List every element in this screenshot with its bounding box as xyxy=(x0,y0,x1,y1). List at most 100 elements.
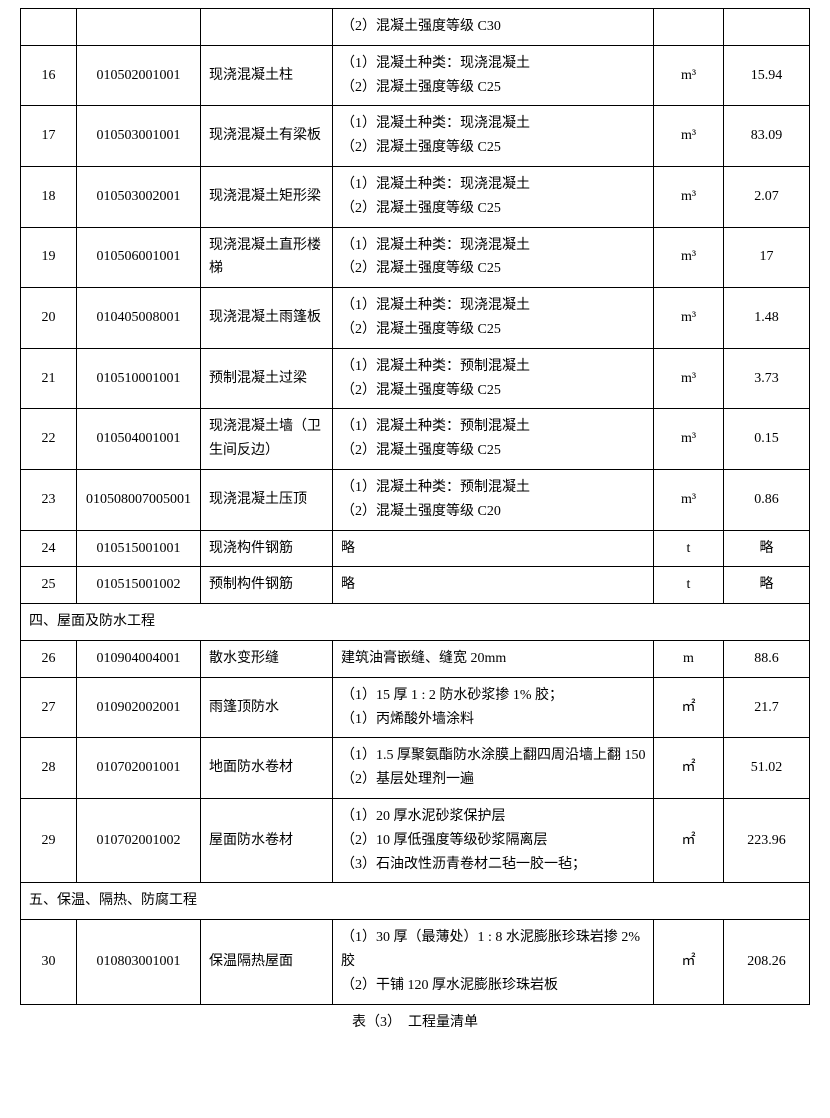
desc-cell: 建筑油膏嵌缝、缝宽 20mm xyxy=(333,640,654,677)
seq-cell: 28 xyxy=(21,738,77,799)
bill-of-quantities-table: （2）混凝土强度等级 C3016010502001001现浇混凝土柱（1）混凝土… xyxy=(20,8,810,1005)
seq-cell: 26 xyxy=(21,640,77,677)
table-row: 29010702001002屋面防水卷材（1）20 厚水泥砂浆保护层（2）10 … xyxy=(21,798,810,882)
code-cell: 010508007005001 xyxy=(77,469,201,530)
name-cell: 保温隔热屋面 xyxy=(201,920,333,1004)
name-cell: 现浇混凝土有梁板 xyxy=(201,106,333,167)
desc-cell: （1）混凝土种类：现浇混凝土（2）混凝土强度等级 C25 xyxy=(333,227,654,288)
name-cell: 现浇混凝土直形楼梯 xyxy=(201,227,333,288)
seq-cell: 18 xyxy=(21,166,77,227)
table-row: 20010405008001现浇混凝土雨篷板（1）混凝土种类：现浇混凝土（2）混… xyxy=(21,288,810,349)
code-cell: 010702001001 xyxy=(77,738,201,799)
seq-cell: 25 xyxy=(21,567,77,604)
seq-cell: 29 xyxy=(21,798,77,882)
unit-cell: ㎡ xyxy=(654,920,724,1004)
seq-cell: 22 xyxy=(21,409,77,470)
name-cell xyxy=(201,9,333,46)
table-row: 四、屋面及防水工程 xyxy=(21,604,810,641)
qty-cell: 略 xyxy=(724,530,810,567)
code-cell: 010503002001 xyxy=(77,166,201,227)
unit-cell: ㎡ xyxy=(654,738,724,799)
qty-cell: 0.86 xyxy=(724,469,810,530)
section-header: 四、屋面及防水工程 xyxy=(21,604,810,641)
unit-cell: m³ xyxy=(654,227,724,288)
qty-cell: 21.7 xyxy=(724,677,810,738)
name-cell: 现浇混凝土压顶 xyxy=(201,469,333,530)
unit-cell: ㎡ xyxy=(654,798,724,882)
desc-cell: （1）混凝土种类：现浇混凝土（2）混凝土强度等级 C25 xyxy=(333,288,654,349)
desc-cell: （1）混凝土种类：预制混凝土（2）混凝土强度等级 C20 xyxy=(333,469,654,530)
table-row: 16010502001001现浇混凝土柱（1）混凝土种类：现浇混凝土（2）混凝土… xyxy=(21,45,810,106)
name-cell: 现浇混凝土矩形梁 xyxy=(201,166,333,227)
seq-cell: 23 xyxy=(21,469,77,530)
section-header: 五、保温、隔热、防腐工程 xyxy=(21,883,810,920)
name-cell: 现浇构件钢筋 xyxy=(201,530,333,567)
seq-cell: 19 xyxy=(21,227,77,288)
qty-cell: 17 xyxy=(724,227,810,288)
table-row: 19010506001001现浇混凝土直形楼梯（1）混凝土种类：现浇混凝土（2）… xyxy=(21,227,810,288)
table-row: 21010510001001预制混凝土过梁（1）混凝土种类：预制混凝土（2）混凝… xyxy=(21,348,810,409)
table-row: 28010702001001地面防水卷材（1）1.5 厚聚氨酯防水涂膜上翻四周沿… xyxy=(21,738,810,799)
unit-cell: ㎡ xyxy=(654,677,724,738)
unit-cell: t xyxy=(654,530,724,567)
code-cell: 010405008001 xyxy=(77,288,201,349)
name-cell: 预制混凝土过梁 xyxy=(201,348,333,409)
name-cell: 现浇混凝土雨篷板 xyxy=(201,288,333,349)
code-cell: 010510001001 xyxy=(77,348,201,409)
name-cell: 现浇混凝土柱 xyxy=(201,45,333,106)
qty-cell: 略 xyxy=(724,567,810,604)
qty-cell: 223.96 xyxy=(724,798,810,882)
code-cell: 010515001001 xyxy=(77,530,201,567)
name-cell: 散水变形缝 xyxy=(201,640,333,677)
name-cell: 雨篷顶防水 xyxy=(201,677,333,738)
table-row: 30010803001001保温隔热屋面（1）30 厚（最薄处）1 : 8 水泥… xyxy=(21,920,810,1004)
unit-cell: m³ xyxy=(654,469,724,530)
qty-cell: 0.15 xyxy=(724,409,810,470)
desc-cell: （1）15 厚 1 : 2 防水砂浆掺 1% 胶；（1）丙烯酸外墙涂料 xyxy=(333,677,654,738)
code-cell: 010504001001 xyxy=(77,409,201,470)
unit-cell: m xyxy=(654,640,724,677)
unit-cell: m³ xyxy=(654,348,724,409)
unit-cell: m³ xyxy=(654,45,724,106)
table-row: 24010515001001现浇构件钢筋略t略 xyxy=(21,530,810,567)
qty-cell: 2.07 xyxy=(724,166,810,227)
seq-cell xyxy=(21,9,77,46)
code-cell: 010803001001 xyxy=(77,920,201,1004)
desc-cell: （1）混凝土种类：预制混凝土（2）混凝土强度等级 C25 xyxy=(333,348,654,409)
seq-cell: 24 xyxy=(21,530,77,567)
qty-cell: 3.73 xyxy=(724,348,810,409)
table-row: 17010503001001现浇混凝土有梁板（1）混凝土种类：现浇混凝土（2）混… xyxy=(21,106,810,167)
table-row: 26010904004001散水变形缝建筑油膏嵌缝、缝宽 20mmm88.6 xyxy=(21,640,810,677)
qty-cell: 88.6 xyxy=(724,640,810,677)
table-row: 18010503002001现浇混凝土矩形梁（1）混凝土种类：现浇混凝土（2）混… xyxy=(21,166,810,227)
unit-cell xyxy=(654,9,724,46)
desc-cell: （1）混凝土种类：现浇混凝土（2）混凝土强度等级 C25 xyxy=(333,45,654,106)
name-cell: 现浇混凝土墙（卫生间反边） xyxy=(201,409,333,470)
seq-cell: 20 xyxy=(21,288,77,349)
desc-cell: 略 xyxy=(333,530,654,567)
name-cell: 地面防水卷材 xyxy=(201,738,333,799)
table-row: （2）混凝土强度等级 C30 xyxy=(21,9,810,46)
code-cell: 010515001002 xyxy=(77,567,201,604)
qty-cell: 208.26 xyxy=(724,920,810,1004)
desc-cell: （1）混凝土种类：预制混凝土（2）混凝土强度等级 C25 xyxy=(333,409,654,470)
unit-cell: m³ xyxy=(654,409,724,470)
name-cell: 屋面防水卷材 xyxy=(201,798,333,882)
desc-cell: （2）混凝土强度等级 C30 xyxy=(333,9,654,46)
seq-cell: 30 xyxy=(21,920,77,1004)
desc-cell: （1）混凝土种类：现浇混凝土（2）混凝土强度等级 C25 xyxy=(333,106,654,167)
code-cell: 010503001001 xyxy=(77,106,201,167)
code-cell: 010502001001 xyxy=(77,45,201,106)
qty-cell: 51.02 xyxy=(724,738,810,799)
table-row: 25010515001002预制构件钢筋略t略 xyxy=(21,567,810,604)
code-cell: 010506001001 xyxy=(77,227,201,288)
qty-cell: 83.09 xyxy=(724,106,810,167)
qty-cell xyxy=(724,9,810,46)
table-row: 五、保温、隔热、防腐工程 xyxy=(21,883,810,920)
unit-cell: m³ xyxy=(654,166,724,227)
qty-cell: 15.94 xyxy=(724,45,810,106)
table-row: 22010504001001现浇混凝土墙（卫生间反边）（1）混凝土种类：预制混凝… xyxy=(21,409,810,470)
seq-cell: 27 xyxy=(21,677,77,738)
page-footer: 表（3） 工程量清单 xyxy=(20,1011,810,1031)
code-cell: 010904004001 xyxy=(77,640,201,677)
